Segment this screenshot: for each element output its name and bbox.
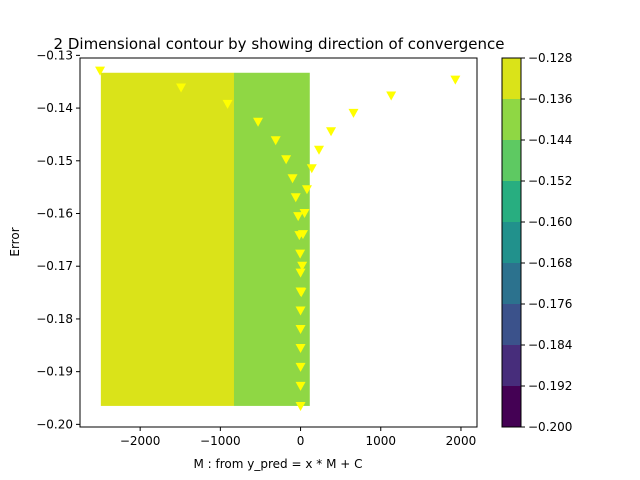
y-tick-label: −0.17 — [36, 259, 73, 273]
path-marker-3 — [222, 99, 233, 109]
path-marker-30 — [450, 75, 461, 85]
colorbar-band-4 — [502, 263, 521, 304]
x-tick-label: −2000 — [120, 434, 161, 448]
y-tick-label: −0.18 — [36, 312, 73, 326]
y-tick-label: −0.16 — [36, 207, 73, 221]
x-axis-label: M : from y_pred = x * M + C — [194, 457, 363, 471]
path-marker-1 — [95, 66, 106, 76]
colorbar-band-3 — [502, 304, 521, 345]
colorbar-tick-label: −0.128 — [528, 51, 572, 65]
path-marker-27 — [326, 127, 337, 137]
y-axis-label: Error — [8, 227, 22, 256]
contour-region-2 — [233, 72, 310, 406]
colorbar-tick-label: −0.160 — [528, 215, 572, 229]
colorbar-band-5 — [502, 222, 521, 263]
path-marker-15 — [295, 324, 306, 334]
path-marker-12 — [295, 268, 306, 278]
colorbar-tick-label: −0.136 — [528, 92, 572, 106]
path-marker-9 — [293, 212, 304, 222]
path-marker-25 — [306, 164, 317, 174]
path-marker-22 — [297, 230, 308, 240]
path-marker-5 — [270, 136, 281, 146]
path-marker-8 — [290, 193, 301, 203]
path-marker-26 — [314, 145, 325, 155]
colorbar-band-2 — [502, 345, 521, 386]
path-marker-16 — [295, 343, 306, 353]
path-marker-4 — [253, 117, 264, 127]
path-marker-14 — [295, 306, 306, 316]
x-tick-label: −1000 — [200, 434, 241, 448]
colorbar-tick-label: −0.168 — [528, 256, 572, 270]
colorbar-tick-label: −0.200 — [528, 420, 572, 434]
colorbar-tick-label: −0.144 — [528, 133, 572, 147]
colorbar-bands — [502, 58, 521, 427]
path-marker-29 — [386, 91, 397, 101]
path-marker-28 — [348, 108, 359, 118]
x-tick-label: 0 — [297, 434, 305, 448]
colorbar-band-8 — [502, 99, 521, 140]
path-marker-20 — [296, 288, 307, 298]
x-axis-ticks: −2000 −1000 0 1000 2000 — [120, 427, 476, 448]
path-marker-23 — [299, 209, 310, 219]
chart-title: 2 Dimensional contour by showing directi… — [54, 35, 505, 53]
colorbar-tick-label: −0.152 — [528, 174, 572, 188]
colorbar: −0.200 −0.192 −0.184 −0.176 −0.168 −0.160 −0.1… — [501, 51, 572, 434]
colorbar-tick-label: −0.176 — [528, 297, 572, 311]
path-marker-24 — [301, 185, 312, 195]
x-tick-label: 1000 — [365, 434, 396, 448]
colorbar-band-1 — [502, 386, 521, 427]
colorbar-ticks: −0.200 −0.192 −0.184 −0.176 −0.168 −0.160 −0.1… — [521, 51, 572, 434]
path-marker-19 — [295, 401, 306, 411]
colorbar-frame — [501, 57, 522, 428]
path-marker-6 — [281, 155, 292, 165]
colorbar-band-9 — [502, 58, 521, 99]
path-marker-11 — [295, 249, 306, 259]
colorbar-band-6 — [502, 181, 521, 222]
y-axis-ticks: −0.13 −0.14 −0.15 −0.16 −0.17 −0.18 −0.19 −0.20 — [36, 48, 80, 431]
colorbar-tick-label: −0.192 — [528, 379, 572, 393]
path-marker-18 — [295, 381, 306, 391]
y-tick-label: −0.14 — [36, 101, 73, 115]
plot-area — [79, 57, 478, 428]
contour-regions — [100, 72, 310, 406]
convergence-path — [95, 66, 461, 411]
path-marker-7 — [287, 174, 298, 184]
path-marker-17 — [295, 362, 306, 372]
y-tick-label: −0.19 — [36, 365, 73, 379]
colorbar-tick-label: −0.184 — [528, 338, 572, 352]
x-tick-label: 2000 — [446, 434, 477, 448]
path-marker-21 — [297, 261, 308, 271]
plot-frame — [79, 57, 478, 428]
y-tick-label: −0.20 — [36, 417, 73, 431]
colorbar-band-7 — [502, 140, 521, 181]
contour-region-1 — [100, 72, 234, 406]
path-marker-2 — [176, 83, 187, 93]
y-tick-label: −0.13 — [36, 48, 73, 62]
y-tick-label: −0.15 — [36, 154, 73, 168]
